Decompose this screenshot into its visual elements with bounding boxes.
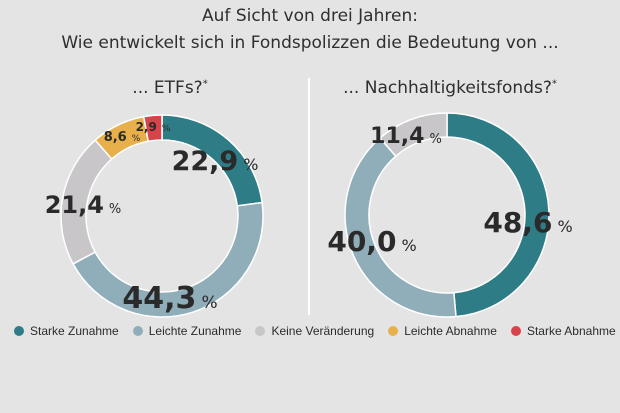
data-label: 48,6% bbox=[483, 206, 572, 239]
chart-title-line-1: Auf Sicht von drei Jahren: bbox=[202, 6, 418, 26]
data-label: 22,9% bbox=[172, 146, 259, 177]
subtitle-etfs-mark: * bbox=[202, 78, 208, 90]
legend-swatch bbox=[255, 326, 266, 336]
legend-label: Leichte Zunahme bbox=[148, 324, 242, 338]
data-label: 2,9% bbox=[136, 120, 171, 134]
data-label: 44,3% bbox=[122, 281, 217, 316]
legend-swatch bbox=[132, 326, 143, 336]
legend-swatch bbox=[388, 326, 399, 336]
legend-label: Starke Abnahme bbox=[526, 324, 616, 338]
legend-item: Starke Zunahme bbox=[14, 324, 119, 338]
legend-item: Starke Abnahme bbox=[510, 324, 616, 338]
donut-slice bbox=[142, 114, 163, 143]
data-label: 21,4% bbox=[45, 191, 122, 219]
subtitle-nachhaltigkeitsfonds-mark: * bbox=[551, 78, 557, 90]
legend-item: Keine Veränderung bbox=[255, 324, 374, 338]
center-divider bbox=[308, 78, 310, 315]
chart-title-line-2: Wie entwickelt sich in Fondspolizzen die… bbox=[61, 33, 559, 53]
legend-label: Starke Zunahme bbox=[30, 324, 119, 338]
legend-swatch bbox=[510, 326, 521, 336]
legend-swatch bbox=[14, 326, 24, 336]
legend: Starke Zunahme Leichte Zunahme Keine Verän… bbox=[14, 322, 620, 340]
donut-slice bbox=[446, 112, 550, 318]
subtitle-nachhaltigkeitsfonds-text: ... Nachhaltigkeitsfonds? bbox=[343, 78, 552, 98]
subtitle-etfs: ... ETFs?* bbox=[70, 78, 270, 98]
legend-item: Leichte Zunahme bbox=[132, 324, 242, 338]
data-label: 8,6% bbox=[104, 130, 141, 145]
data-label: 11,4% bbox=[370, 124, 442, 149]
subtitle-nachhaltigkeitsfonds: ... Nachhaltigkeitsfonds?* bbox=[330, 78, 570, 98]
legend-item: Leichte Abnahme bbox=[388, 324, 497, 338]
subtitle-etfs-text: ... ETFs? bbox=[132, 78, 203, 98]
legend-label: Leichte Abnahme bbox=[404, 324, 497, 338]
legend-label: Keine Veränderung bbox=[271, 324, 375, 338]
data-label: 40,0% bbox=[327, 225, 416, 258]
donut-slice bbox=[378, 112, 448, 158]
